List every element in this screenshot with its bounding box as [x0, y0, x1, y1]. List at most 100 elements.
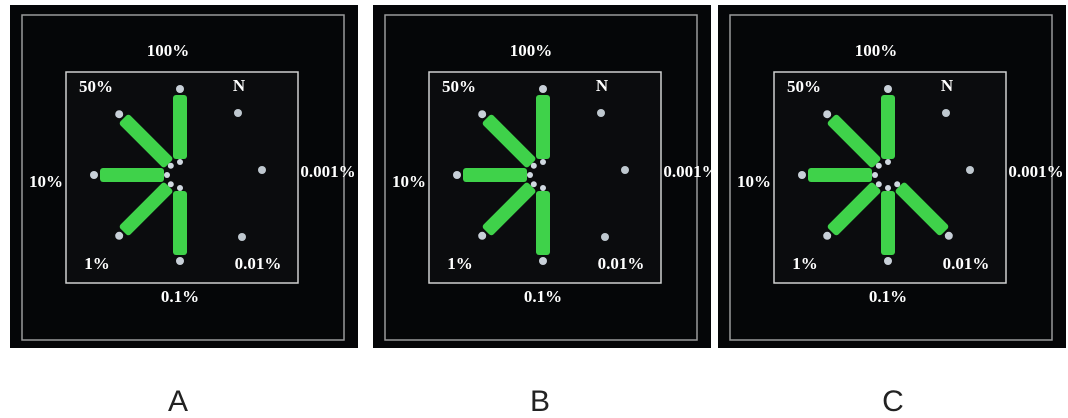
photo-panel: 100% 50% N 10% 0.001% 1% 0.01% 0.1% — [373, 5, 719, 348]
concentration-label: 50% — [442, 77, 476, 96]
outer-slide — [729, 14, 1053, 341]
concentration-label: 100% — [855, 41, 898, 60]
green-channel — [823, 110, 882, 169]
concentration-label: 100% — [147, 41, 190, 60]
concentration-label: 10% — [392, 172, 426, 191]
sample-dot — [621, 166, 629, 174]
concentration-label: 100% — [510, 41, 553, 60]
concentration-label: N — [233, 76, 246, 95]
sample-dot — [90, 171, 98, 179]
green-channel — [536, 185, 550, 265]
channel-fill — [881, 95, 895, 159]
concentration-label: 1% — [447, 254, 473, 273]
sample-dot — [176, 85, 184, 93]
photo-panel: 100% 50% N 10% 0.001% 1% 0.01% 0.1% — [10, 5, 358, 348]
inner-dot — [527, 172, 533, 178]
channel-fill — [536, 95, 550, 159]
concentration-label: 50% — [79, 77, 113, 96]
channel-fill — [463, 168, 527, 182]
sample-dot — [176, 257, 184, 265]
outer-slide — [384, 14, 698, 341]
sample-dot — [601, 233, 609, 241]
concentration-label: 0.1% — [869, 287, 907, 306]
green-channel — [478, 110, 537, 169]
outer-slide — [21, 14, 345, 341]
inner-dot — [530, 162, 537, 169]
sample-dot — [597, 109, 605, 117]
channel-fill — [119, 182, 173, 236]
concentration-label: 10% — [29, 172, 63, 191]
inner-dot — [540, 159, 546, 165]
green-channel — [881, 85, 895, 165]
green-channel — [823, 181, 882, 240]
green-channel — [798, 168, 878, 182]
channel-fill — [895, 182, 949, 236]
concentration-label: 0.1% — [161, 287, 199, 306]
inner-dot — [885, 159, 891, 165]
sample-dot — [798, 171, 806, 179]
panel-letter: C — [882, 385, 904, 418]
channel-fill — [482, 182, 536, 236]
inner-dot — [167, 162, 174, 169]
sample-dot — [115, 110, 124, 119]
inner-dot — [875, 181, 882, 188]
inner-dot — [894, 181, 901, 188]
sample-dot — [823, 231, 832, 240]
channel-fill — [808, 168, 872, 182]
green-channel — [115, 181, 174, 240]
concentration-label: 1% — [792, 254, 818, 273]
sample-dot — [115, 231, 124, 240]
green-channel — [173, 185, 187, 265]
inner-dot — [177, 185, 183, 191]
channel-fill — [173, 191, 187, 255]
green-channel — [115, 110, 174, 169]
concentration-label: N — [941, 76, 954, 95]
sample-dot — [884, 257, 892, 265]
green-channel — [478, 181, 537, 240]
green-channel — [881, 185, 895, 265]
channel-fill — [119, 114, 173, 168]
green-channel — [536, 85, 550, 165]
sample-dot — [478, 110, 487, 119]
concentration-label: 0.01% — [598, 254, 645, 273]
channel-fill — [881, 191, 895, 255]
inner-dot — [167, 181, 174, 188]
channel-fill — [827, 182, 881, 236]
inner-dot — [875, 162, 882, 169]
sample-dot — [258, 166, 266, 174]
channel-fill — [482, 114, 536, 168]
channel-fill — [100, 168, 164, 182]
concentration-label: 0.1% — [524, 287, 562, 306]
panel-letter: A — [168, 385, 188, 418]
sample-dot — [942, 109, 950, 117]
concentration-label: 0.01% — [943, 254, 990, 273]
green-channel — [173, 85, 187, 165]
channel-fill — [173, 95, 187, 159]
sample-dot — [453, 171, 461, 179]
green-channel — [90, 168, 170, 182]
concentration-label: N — [596, 76, 609, 95]
sample-dot — [539, 257, 547, 265]
photo-panel: 100% 50% N 10% 0.001% 1% 0.01% 0.1% — [718, 5, 1066, 348]
concentration-label: 0.001% — [1008, 162, 1063, 181]
sample-dot — [884, 85, 892, 93]
inner-dot — [872, 172, 878, 178]
sample-dot — [539, 85, 547, 93]
concentration-label: 1% — [84, 254, 110, 273]
sample-dot — [944, 231, 953, 240]
concentration-label: 0.01% — [235, 254, 282, 273]
sample-dot — [478, 231, 487, 240]
inner-dot — [177, 159, 183, 165]
inner-dot — [540, 185, 546, 191]
channel-fill — [827, 114, 881, 168]
sample-dot — [238, 233, 246, 241]
concentration-label: 50% — [787, 77, 821, 96]
concentration-label: 0.001% — [663, 162, 718, 181]
inner-dot — [885, 185, 891, 191]
concentration-label: 10% — [737, 172, 771, 191]
inner-dot — [530, 181, 537, 188]
panel-letter: B — [530, 385, 550, 418]
concentration-label: 0.001% — [300, 162, 355, 181]
channel-fill — [536, 191, 550, 255]
